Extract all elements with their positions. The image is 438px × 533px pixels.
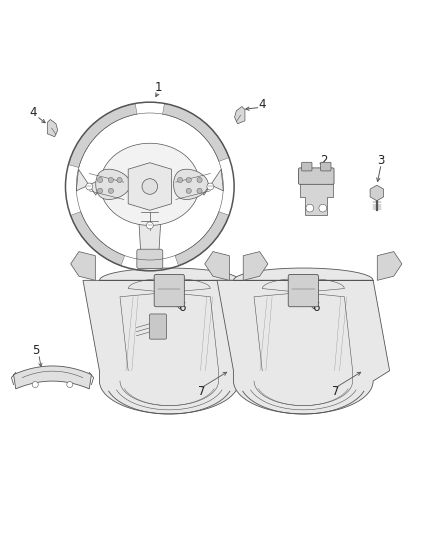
Polygon shape (173, 169, 208, 199)
Text: 7: 7 (332, 385, 339, 398)
Text: 3: 3 (378, 154, 385, 167)
Polygon shape (96, 169, 131, 199)
Circle shape (207, 183, 214, 190)
Circle shape (142, 179, 158, 195)
Text: 4: 4 (258, 98, 266, 111)
Circle shape (177, 177, 183, 183)
Polygon shape (235, 107, 245, 124)
Polygon shape (205, 252, 230, 280)
Circle shape (146, 222, 153, 229)
Wedge shape (175, 212, 229, 266)
Text: 4: 4 (29, 107, 37, 119)
Circle shape (306, 204, 314, 212)
FancyBboxPatch shape (302, 162, 312, 171)
Polygon shape (195, 169, 223, 195)
Wedge shape (68, 103, 137, 167)
Text: 2: 2 (320, 154, 327, 167)
Text: 6: 6 (313, 301, 320, 314)
Text: 1: 1 (155, 80, 162, 93)
Circle shape (197, 177, 202, 183)
Circle shape (32, 382, 38, 387)
Polygon shape (71, 252, 95, 280)
Wedge shape (162, 103, 229, 161)
Polygon shape (128, 163, 171, 211)
FancyBboxPatch shape (321, 162, 331, 171)
Circle shape (67, 382, 73, 387)
Polygon shape (47, 119, 58, 137)
Circle shape (108, 188, 113, 193)
FancyBboxPatch shape (299, 168, 334, 184)
Polygon shape (300, 183, 333, 215)
Text: 6: 6 (179, 301, 186, 314)
FancyBboxPatch shape (149, 314, 166, 339)
FancyBboxPatch shape (154, 274, 184, 306)
Wedge shape (71, 212, 125, 266)
Polygon shape (243, 252, 268, 280)
Circle shape (108, 177, 113, 183)
Polygon shape (139, 223, 161, 260)
Text: 5: 5 (32, 344, 40, 357)
Polygon shape (370, 185, 384, 201)
Circle shape (319, 204, 327, 212)
FancyBboxPatch shape (288, 274, 318, 306)
Polygon shape (76, 169, 104, 195)
Polygon shape (377, 252, 402, 280)
Circle shape (197, 188, 202, 193)
Polygon shape (14, 366, 92, 389)
Circle shape (86, 183, 93, 190)
Text: 7: 7 (198, 385, 205, 398)
Circle shape (117, 177, 122, 183)
Circle shape (98, 177, 102, 183)
FancyBboxPatch shape (137, 249, 163, 269)
Ellipse shape (100, 143, 200, 225)
Circle shape (186, 177, 191, 183)
Circle shape (98, 188, 102, 193)
Polygon shape (217, 268, 389, 414)
Polygon shape (83, 268, 255, 414)
Circle shape (186, 188, 191, 193)
